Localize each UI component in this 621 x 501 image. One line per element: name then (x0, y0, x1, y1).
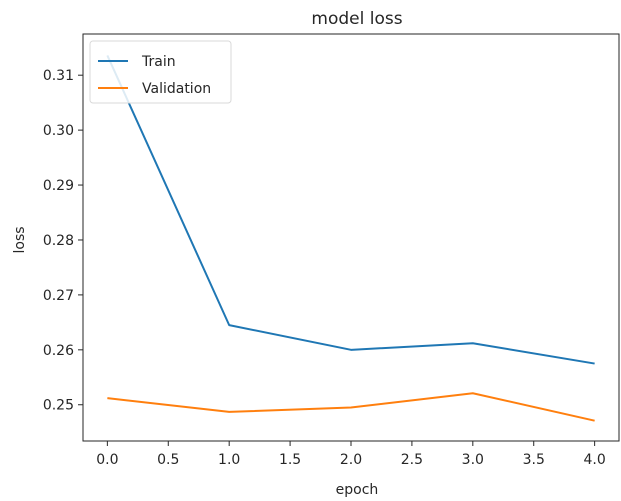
series-line-train (106, 55, 595, 365)
y-tick-label: 0.27 (43, 288, 74, 304)
legend: Train Validation (89, 40, 232, 104)
x-tick-label: 3.5 (523, 452, 545, 468)
y-axis-ticks: 0.25 0.26 0.27 0.28 0.29 0.30 0.31 (43, 68, 83, 414)
x-tick-label: 0.0 (96, 452, 118, 468)
legend-label-validation: Validation (142, 81, 211, 97)
x-tick-label: 1.5 (279, 452, 301, 468)
series-layer (106, 55, 595, 422)
x-tick-label: 1.0 (218, 452, 240, 468)
y-tick-label: 0.29 (43, 178, 74, 194)
legend-label-train: Train (141, 54, 176, 70)
x-tick-label: 3.0 (462, 452, 484, 468)
x-axis-ticks: 0.0 0.5 1.0 1.5 2.0 2.5 3.0 3.5 4.0 (96, 441, 606, 468)
x-tick-label: 2.5 (401, 452, 423, 468)
x-tick-label: 4.0 (584, 452, 606, 468)
chart-title: model loss (311, 9, 402, 29)
y-tick-label: 0.30 (43, 123, 74, 139)
y-tick-label: 0.28 (43, 233, 74, 249)
y-axis-label: loss (12, 226, 28, 253)
y-tick-label: 0.26 (43, 343, 74, 359)
x-tick-label: 0.5 (157, 452, 179, 468)
series-line-validation (107, 392, 595, 422)
y-tick-label: 0.31 (43, 68, 74, 84)
y-tick-label: 0.25 (43, 398, 74, 414)
x-axis-label: epoch (336, 482, 379, 498)
x-tick-label: 2.0 (340, 452, 362, 468)
